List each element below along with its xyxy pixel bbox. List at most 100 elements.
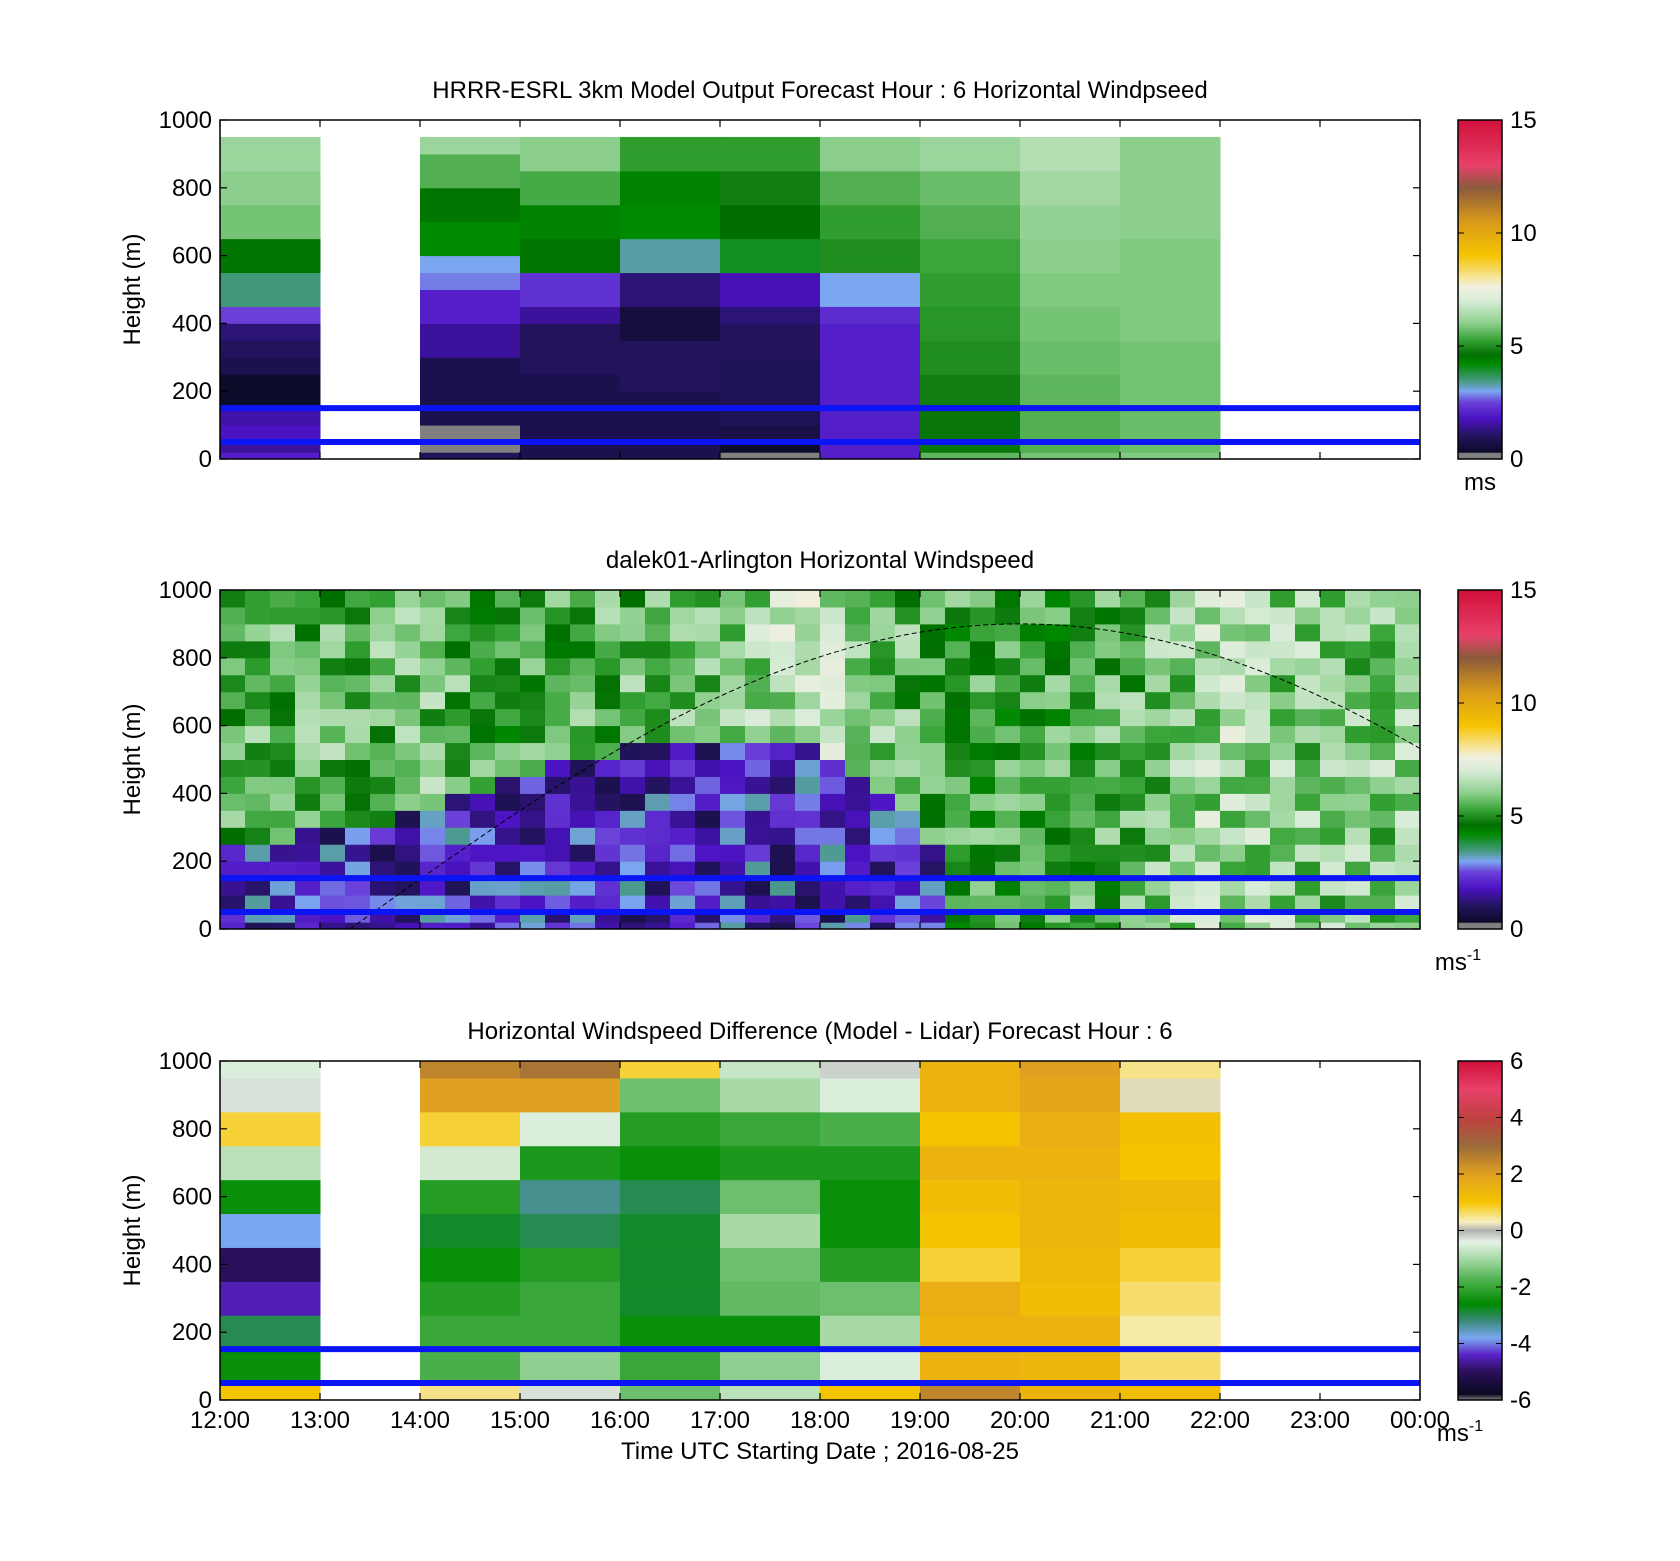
heatmap-cell bbox=[1020, 1281, 1121, 1316]
heatmap-cell bbox=[1120, 810, 1146, 828]
heatmap-cell bbox=[1270, 793, 1296, 811]
heatmap-cell bbox=[520, 442, 621, 453]
heatmap-cell bbox=[345, 861, 371, 879]
heatmap-cell bbox=[370, 922, 396, 930]
heatmap-cell bbox=[1045, 827, 1071, 845]
heatmap-cell bbox=[1195, 606, 1221, 625]
heatmap-cell bbox=[1270, 895, 1296, 913]
heatmap-cell bbox=[1270, 623, 1296, 642]
heatmap-cell bbox=[670, 776, 696, 794]
heatmap-cell bbox=[670, 606, 696, 625]
heatmap-cell bbox=[1170, 623, 1196, 642]
heatmap-cell bbox=[1245, 708, 1271, 727]
colorbar-unit: ms-1 bbox=[1435, 947, 1481, 976]
heatmap-cell bbox=[420, 793, 446, 811]
heatmap-cell bbox=[295, 590, 321, 608]
heatmap-cell bbox=[470, 657, 496, 676]
heatmap-cell bbox=[1045, 742, 1071, 760]
heatmap-cell bbox=[1345, 657, 1371, 676]
colorbar-unit: ms bbox=[1464, 469, 1496, 496]
heatmap-cell bbox=[870, 708, 896, 727]
y-tick-label: 600 bbox=[172, 1184, 212, 1211]
heatmap-cell bbox=[395, 742, 421, 760]
heatmap-cell bbox=[420, 306, 521, 324]
heatmap-cell bbox=[670, 861, 696, 879]
heatmap-cell bbox=[820, 1111, 921, 1147]
heatmap-cell bbox=[295, 912, 321, 923]
heatmap-cell bbox=[1020, 1213, 1121, 1248]
heatmap-cell bbox=[920, 357, 1021, 375]
heatmap-cell bbox=[1345, 776, 1371, 794]
heatmap-cell bbox=[270, 674, 296, 693]
heatmap-cell bbox=[370, 691, 396, 710]
heatmap-cell bbox=[370, 674, 396, 693]
heatmap-cell bbox=[820, 1349, 921, 1384]
heatmap-cell bbox=[1070, 776, 1096, 794]
heatmap-cell bbox=[1020, 827, 1046, 845]
heatmap-cell bbox=[520, 425, 621, 443]
heatmap-cell bbox=[570, 844, 596, 862]
heatmap-cell bbox=[720, 725, 746, 744]
heatmap-cell bbox=[670, 810, 696, 828]
heatmap-cell bbox=[845, 810, 871, 828]
heatmap-cell bbox=[1020, 289, 1121, 307]
heatmap-cell bbox=[1245, 691, 1271, 710]
heatmap-cell bbox=[920, 1061, 1021, 1079]
heatmap-cell bbox=[945, 844, 971, 862]
heatmap-cell bbox=[1020, 187, 1121, 206]
heatmap-cell bbox=[620, 912, 646, 923]
heatmap-cell bbox=[495, 606, 521, 625]
heatmap-cell bbox=[1145, 742, 1171, 760]
x-tick-label: 12:00 bbox=[190, 1407, 250, 1434]
heatmap-cell bbox=[1270, 691, 1296, 710]
heatmap-cell bbox=[920, 590, 946, 608]
heatmap-cell bbox=[545, 878, 571, 896]
heatmap-cell bbox=[420, 895, 446, 913]
heatmap-cell bbox=[220, 357, 321, 375]
heatmap-cell bbox=[1095, 895, 1121, 913]
heatmap-cell bbox=[870, 922, 896, 930]
heatmap-cell bbox=[545, 861, 571, 879]
heatmap-cell bbox=[970, 742, 996, 760]
heatmap-cell bbox=[620, 306, 721, 324]
heatmap-cell bbox=[795, 793, 821, 811]
colorbar-tick-label: -4 bbox=[1510, 1331, 1531, 1358]
heatmap-cell bbox=[1120, 1349, 1221, 1384]
heatmap-cell bbox=[1120, 408, 1221, 426]
heatmap-cell bbox=[745, 606, 771, 625]
heatmap-cell bbox=[820, 306, 921, 324]
heatmap-cell bbox=[370, 895, 396, 913]
heatmap-cell bbox=[620, 895, 646, 913]
heatmap-cell bbox=[295, 793, 321, 811]
heatmap-cell bbox=[1320, 878, 1346, 896]
heatmap-cell bbox=[1020, 708, 1046, 727]
heatmap-cell bbox=[870, 590, 896, 608]
heatmap-cell bbox=[520, 878, 546, 896]
heatmap-cell bbox=[870, 827, 896, 845]
heatmap-cell bbox=[595, 844, 621, 862]
heatmap-cell bbox=[895, 810, 921, 828]
heatmap-cell bbox=[1295, 922, 1321, 930]
x-tick-label: 16:00 bbox=[590, 1407, 650, 1434]
heatmap-cell bbox=[920, 1213, 1021, 1248]
heatmap-cell bbox=[745, 657, 771, 676]
heatmap-cell bbox=[1295, 674, 1321, 693]
heatmap-cell bbox=[520, 912, 546, 923]
heatmap-cell bbox=[720, 691, 746, 710]
heatmap-cell bbox=[695, 623, 721, 642]
y-tick-label: 400 bbox=[172, 1251, 212, 1278]
heatmap-cell bbox=[220, 238, 321, 257]
heatmap-cell bbox=[970, 759, 996, 777]
heatmap-cell bbox=[495, 895, 521, 913]
heatmap-cell bbox=[1145, 725, 1171, 744]
heatmap-cell bbox=[1020, 357, 1121, 375]
heatmap-cell bbox=[595, 776, 621, 794]
heatmap-cell bbox=[1195, 691, 1221, 710]
heatmap-cell bbox=[520, 289, 621, 307]
heatmap-cell bbox=[1120, 391, 1221, 409]
heatmap-cell bbox=[570, 861, 596, 879]
heatmap-cell bbox=[370, 878, 396, 896]
heatmap-cell bbox=[1170, 657, 1196, 676]
heatmap-cell bbox=[995, 922, 1021, 930]
heatmap-cell bbox=[470, 691, 496, 710]
